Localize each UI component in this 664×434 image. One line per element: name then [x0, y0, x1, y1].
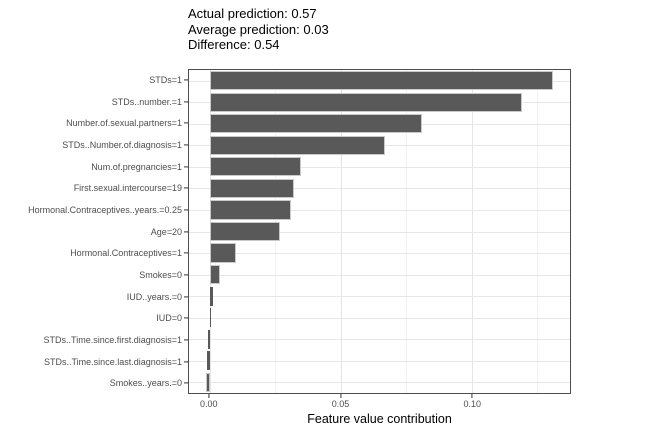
contribution-bar	[209, 243, 236, 263]
y-axis-label: STDs..Time.since.last.diagnosis=1	[44, 356, 182, 367]
contribution-bar	[209, 308, 212, 328]
y-axis-label: Smokes=0	[139, 269, 182, 280]
title-line-difference: Difference: 0.54	[188, 37, 280, 53]
y-axis-tick-mark	[184, 165, 188, 168]
gridline-major-horizontal	[189, 253, 570, 255]
y-axis-tick-mark	[184, 382, 188, 384]
gridline-major-horizontal	[189, 209, 570, 211]
y-axis-label: First.sexual.intercourse=19	[73, 183, 182, 194]
gridline-major-horizontal	[189, 188, 570, 190]
contribution-bar	[209, 264, 221, 285]
plot-title: Actual prediction: 0.57 Average predicti…	[188, 6, 329, 53]
gridline-major-horizontal	[189, 231, 570, 233]
gridline-major-horizontal	[189, 317, 570, 319]
y-axis-tick-mark	[184, 79, 188, 81]
x-axis: 0.00 0.05 0.10	[188, 394, 571, 414]
x-axis-tick-mark	[339, 394, 342, 398]
y-axis-tick-mark	[184, 360, 188, 363]
title-line-average-prediction: Average prediction: 0.03	[188, 21, 329, 37]
contribution-bar	[209, 178, 294, 198]
y-axis-label: STDs..Time.since.first.diagnosis=1	[43, 334, 182, 345]
contribution-bar	[209, 114, 422, 134]
y-axis-label: Num.of.pregnancies=1	[91, 161, 182, 172]
y-axis-label: Hormonal.Contraceptives..years.=0.25	[28, 204, 182, 215]
y-axis-label: STDs..number.=1	[111, 96, 182, 107]
gridline-major-horizontal	[189, 166, 570, 168]
y-axis-labels: STDs=1 STDs..number.=1 Number.of.sexual.pa…	[0, 69, 182, 394]
x-axis-tick-label: 0.10	[463, 399, 481, 409]
y-axis-tick-mark	[184, 317, 188, 319]
contribution-bar	[205, 372, 210, 392]
y-axis-tick-mark	[184, 339, 188, 341]
x-axis-tick-mark	[471, 394, 473, 398]
y-axis-label: STDs=1	[149, 74, 182, 85]
y-axis-tick-mark	[184, 144, 188, 146]
x-axis-tick-label: 0.00	[200, 399, 218, 409]
y-axis-label: IUD=0	[156, 313, 182, 324]
y-axis-label: Hormonal.Contraceptives=1	[70, 248, 182, 259]
gridline-major-horizontal	[189, 296, 570, 298]
y-axis-label: Number.of.sexual.partners=1	[66, 118, 182, 129]
y-axis-tick-mark	[184, 100, 188, 103]
x-axis-tick-mark	[208, 394, 210, 398]
y-axis-tick-mark	[184, 209, 188, 211]
y-axis-tick-mark	[184, 274, 188, 276]
y-axis-label: Age=20	[150, 226, 182, 237]
contribution-bar	[209, 135, 386, 155]
contribution-bar	[208, 329, 210, 349]
y-axis-label: STDs..Number.of.diagnosis=1	[62, 139, 182, 150]
gridline-major-horizontal	[189, 339, 570, 341]
y-axis-tick-mark	[184, 295, 188, 298]
contribution-bar	[209, 157, 302, 177]
gridline-major-horizontal	[189, 360, 570, 362]
contribution-bar	[209, 92, 522, 112]
plot-panel	[188, 69, 571, 394]
contribution-bar	[209, 200, 291, 220]
gridline-major-horizontal	[189, 274, 570, 276]
contribution-bar	[209, 71, 553, 91]
y-axis-tick-mark	[184, 122, 188, 124]
title-line-actual-prediction: Actual prediction: 0.57	[188, 6, 317, 21]
x-axis-tick-label: 0.05	[331, 399, 350, 409]
contribution-bar	[207, 351, 210, 371]
x-axis-title: Feature value contribution	[307, 412, 452, 426]
y-axis-tick-mark	[184, 230, 188, 233]
y-axis-tick-mark	[184, 187, 188, 189]
contribution-bar	[209, 221, 281, 242]
contribution-bar	[209, 286, 214, 306]
gridline-major-horizontal	[189, 382, 570, 384]
y-axis-tick-mark	[184, 252, 188, 254]
y-axis-label: Smokes..years.=0	[109, 378, 182, 389]
y-axis-ticks	[184, 69, 188, 394]
y-axis-label: IUD..years.=0	[126, 291, 182, 302]
